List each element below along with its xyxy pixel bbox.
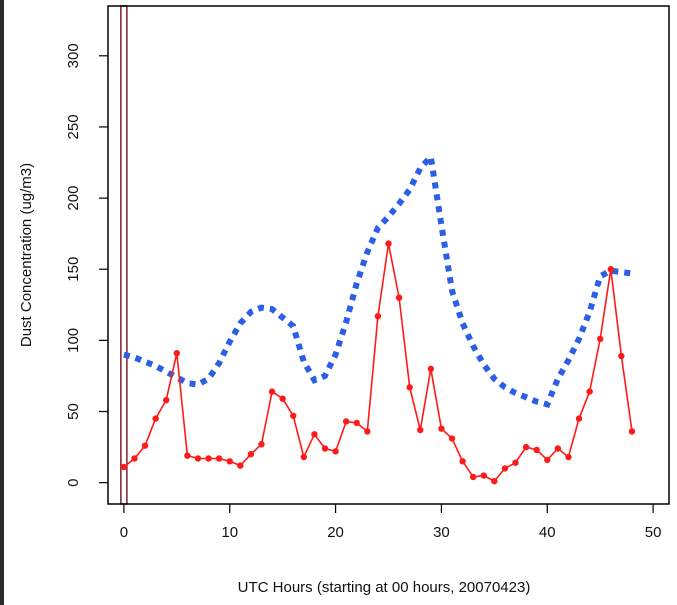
series-1-point bbox=[575, 415, 583, 422]
series-1-point bbox=[258, 441, 265, 448]
series-1-point bbox=[247, 451, 255, 458]
x-tick-label: 20 bbox=[327, 524, 344, 541]
x-tick-label: 0 bbox=[120, 524, 128, 541]
series-1-point bbox=[332, 448, 339, 455]
series-1-point bbox=[163, 396, 170, 404]
series-0-line bbox=[123, 150, 633, 408]
series-1-point bbox=[448, 435, 456, 442]
series-1-point bbox=[215, 455, 223, 462]
series-1-point bbox=[141, 442, 149, 449]
y-tick-label: 50 bbox=[65, 403, 82, 420]
series-1-point bbox=[522, 443, 530, 451]
series-1-point bbox=[364, 428, 371, 435]
x-tick-label: 10 bbox=[221, 524, 238, 541]
y-tick-label: 250 bbox=[65, 114, 82, 139]
series-1-point bbox=[469, 473, 477, 481]
series-1-point bbox=[501, 465, 509, 472]
series-1-point bbox=[512, 459, 519, 466]
series-1-point bbox=[374, 312, 382, 320]
series-1-point bbox=[237, 462, 244, 469]
series-1-point bbox=[554, 445, 562, 452]
series-1-point bbox=[596, 335, 604, 343]
series-1-point bbox=[533, 446, 540, 454]
series-1-point bbox=[544, 456, 551, 464]
series-1-point bbox=[300, 453, 308, 461]
series-1-point bbox=[385, 240, 392, 247]
series-1-point bbox=[618, 352, 625, 360]
series-1-point bbox=[607, 266, 614, 273]
series-1-point bbox=[290, 412, 297, 419]
series-1-point bbox=[353, 419, 360, 427]
y-tick-label: 300 bbox=[65, 43, 82, 68]
series-1-point bbox=[565, 453, 572, 461]
series-1-point bbox=[628, 428, 636, 435]
series-1-point bbox=[268, 388, 276, 395]
series-1-point bbox=[226, 458, 233, 465]
x-tick-label: 30 bbox=[433, 524, 450, 541]
series-1-line bbox=[123, 243, 633, 483]
start-marker-line bbox=[120, 5, 128, 505]
series-1-point bbox=[417, 426, 424, 434]
series-1-point bbox=[406, 384, 413, 391]
series-1-point bbox=[173, 349, 181, 357]
series-1-point bbox=[459, 458, 466, 465]
plot-frame bbox=[107, 5, 670, 505]
y-tick-label: 150 bbox=[65, 257, 82, 282]
series-1-point bbox=[586, 388, 593, 395]
y-axis-title: Dust Concentration (ug/m3) bbox=[18, 163, 35, 347]
y-tick-label: 0 bbox=[65, 478, 82, 486]
series-1-point bbox=[131, 455, 138, 462]
series-1-point bbox=[342, 418, 350, 425]
y-tick-label: 100 bbox=[65, 328, 82, 353]
chart-figure: 0 10 20 30 40 50 0 50 100 150 200 250 300 UTC Hours… bbox=[4, 0, 677, 605]
series-1-point bbox=[321, 445, 329, 452]
series-1-point bbox=[152, 415, 159, 422]
series-1-point bbox=[427, 365, 435, 373]
x-tick-label: 40 bbox=[539, 524, 556, 541]
dust-concentration-chart: 0 10 20 30 40 50 0 50 100 150 200 250 300 UTC Hours… bbox=[18, 5, 670, 596]
series-1-point bbox=[491, 478, 498, 485]
series-1-point bbox=[438, 425, 445, 432]
series-1-point bbox=[120, 463, 128, 471]
series-1-point bbox=[480, 472, 487, 479]
series-1-point bbox=[194, 455, 202, 462]
series-1-point bbox=[311, 431, 318, 438]
series-1-point bbox=[205, 455, 212, 462]
series-1-point bbox=[279, 395, 286, 402]
series-1-point bbox=[184, 452, 191, 459]
y-tick-label: 200 bbox=[65, 186, 82, 211]
x-tick-label: 50 bbox=[645, 524, 662, 541]
x-axis-title: UTC Hours (starting at 00 hours, 2007042… bbox=[238, 579, 531, 596]
series-1-point bbox=[395, 294, 403, 301]
